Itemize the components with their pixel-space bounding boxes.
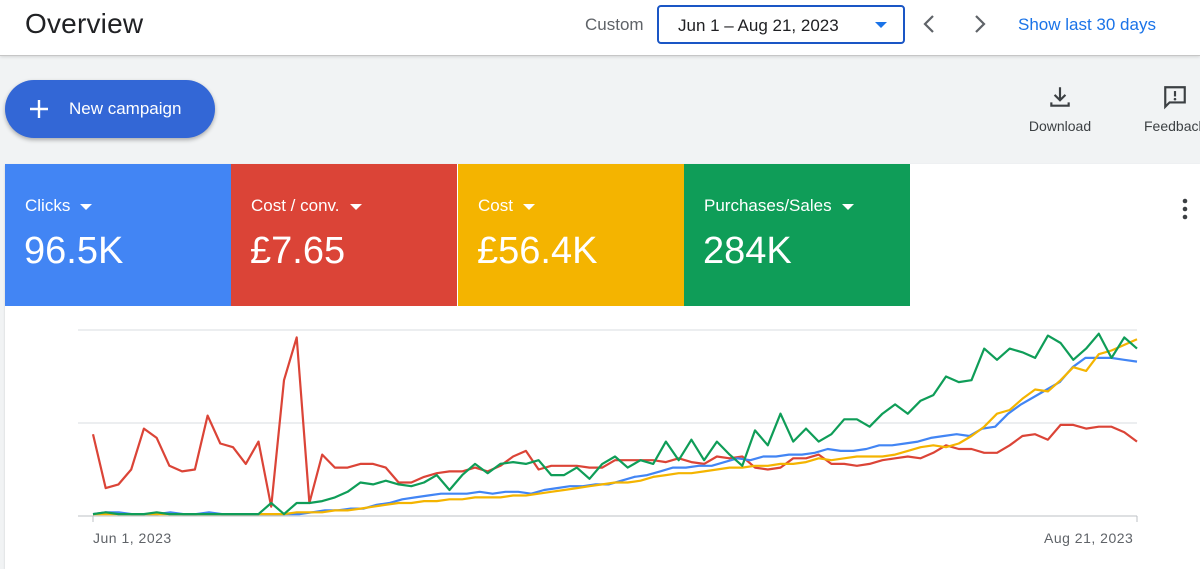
download-icon bbox=[1050, 87, 1070, 107]
chevron-right-icon[interactable] bbox=[967, 12, 991, 36]
metric-value: £56.4K bbox=[477, 230, 598, 272]
show-last-30-days-link[interactable]: Show last 30 days bbox=[1018, 15, 1156, 34]
date-range-value: Jun 1 – Aug 21, 2023 bbox=[678, 16, 839, 35]
feedback-icon bbox=[1164, 86, 1186, 110]
chevron-left-icon[interactable] bbox=[918, 12, 942, 36]
metric-label: Cost bbox=[478, 196, 535, 216]
series-line-cost bbox=[93, 338, 1138, 516]
metric-clicks[interactable]: Clicks 96.5K bbox=[5, 164, 231, 306]
series-line-clicks bbox=[92, 356, 1138, 516]
metric-cost-per-conversion[interactable]: Cost / conv. £7.65 bbox=[231, 164, 457, 306]
x-tick-start: Jun 1, 2023 bbox=[93, 530, 172, 546]
new-campaign-label: New campaign bbox=[69, 99, 182, 118]
feedback-label: Feedback bbox=[1144, 118, 1200, 134]
performance-line-chart bbox=[78, 329, 1138, 522]
dropdown-caret-icon bbox=[875, 22, 887, 28]
metric-value: £7.65 bbox=[250, 230, 346, 272]
dropdown-caret-icon bbox=[349, 203, 362, 210]
series-line-cost-conv- bbox=[91, 336, 1138, 508]
dropdown-caret-icon bbox=[80, 203, 93, 210]
performance-card: Clicks 96.5K Cost / conv. £7.65 Cost £56… bbox=[5, 164, 1200, 569]
metric-value: 96.5K bbox=[24, 230, 124, 272]
top-bar: Overview Custom Jun 1 – Aug 21, 2023 Sho… bbox=[0, 0, 1200, 56]
metric-label: Purchases/Sales bbox=[704, 196, 854, 216]
download-button[interactable]: Download bbox=[1020, 84, 1100, 140]
metric-label: Clicks bbox=[25, 196, 93, 216]
custom-range-label: Custom bbox=[585, 15, 644, 34]
more-vert-icon[interactable] bbox=[1175, 196, 1195, 222]
plus-icon bbox=[30, 100, 48, 118]
metric-value: 284K bbox=[703, 230, 792, 272]
new-campaign-button[interactable]: New campaign bbox=[5, 80, 215, 138]
download-label: Download bbox=[1028, 118, 1092, 134]
dropdown-caret-icon bbox=[522, 203, 535, 210]
series-line-purchases-sales bbox=[92, 332, 1138, 516]
metric-label: Cost / conv. bbox=[251, 196, 362, 216]
date-range-select[interactable]: Jun 1 – Aug 21, 2023 bbox=[657, 5, 905, 44]
metric-cost[interactable]: Cost £56.4K bbox=[458, 164, 684, 306]
feedback-button[interactable]: Feedback bbox=[1140, 84, 1200, 140]
x-tick-end: Aug 21, 2023 bbox=[1044, 530, 1134, 546]
dropdown-caret-icon bbox=[841, 203, 854, 210]
page-title: Overview bbox=[25, 8, 144, 39]
metric-purchases-sales[interactable]: Purchases/Sales 284K bbox=[684, 164, 910, 306]
